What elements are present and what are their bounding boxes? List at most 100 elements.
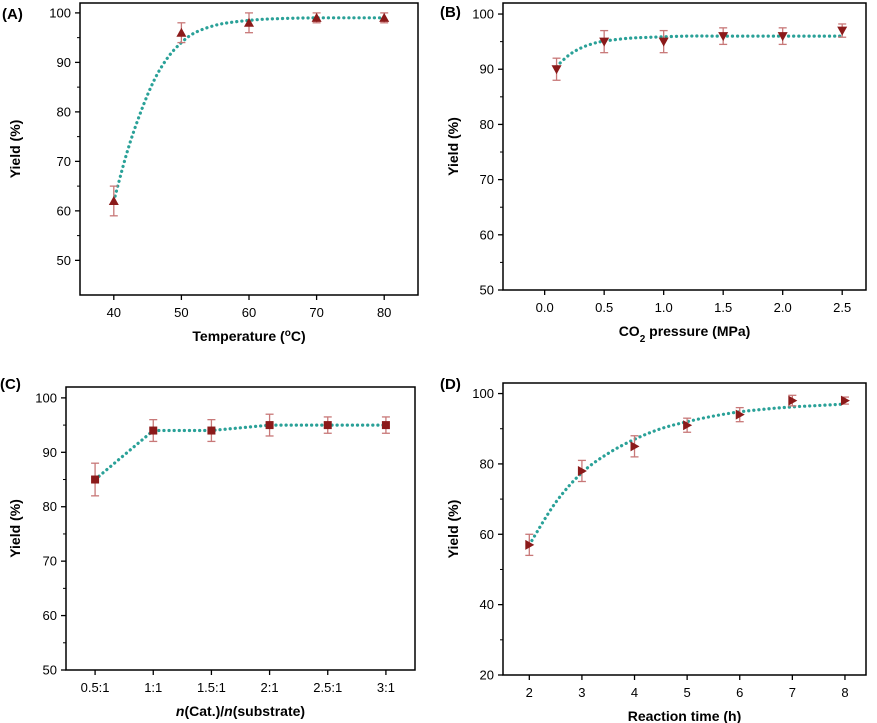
plot-frame: [79, 2, 419, 296]
x-tick-label: 0.5:1: [81, 680, 110, 695]
y-tick-label: 100: [35, 390, 57, 405]
y-tick-label: 60: [43, 608, 57, 623]
y-tick-label: 60: [57, 203, 71, 218]
x-tick-label: 1.0: [655, 300, 673, 315]
plot-frame: [502, 382, 867, 676]
x-axis-title: Reaction time (h): [628, 708, 742, 723]
x-tick-label: 6: [736, 685, 743, 700]
data-point: [108, 195, 119, 205]
x-tick-label: 70: [309, 305, 323, 320]
data-point: [207, 426, 216, 435]
fit-line: [93, 423, 388, 482]
y-tick-label: 100: [49, 5, 71, 20]
x-axis-title-part: Temperature (: [192, 328, 285, 344]
x-tick-label: 2.5:1: [313, 680, 342, 695]
y-tick-label: 80: [57, 104, 71, 119]
y-tick-label: 50: [43, 663, 57, 678]
x-tick-label: 80: [377, 305, 391, 320]
x-tick-label: 7: [789, 685, 796, 700]
data-point: [311, 12, 322, 22]
y-axis-title: Yield (%): [7, 120, 23, 179]
x-tick-label: 0.5: [595, 300, 613, 315]
x-tick-label: 60: [242, 305, 256, 320]
data-point: [683, 420, 693, 431]
data-point: [718, 32, 729, 42]
x-axis-title: CO2 pressure (MPa): [619, 323, 751, 345]
x-axis-title: n(Cat.)/n(substrate): [176, 703, 305, 719]
y-axis-title: Yield (%): [445, 117, 461, 176]
x-axis-title-part: C): [291, 328, 306, 344]
x-tick-label: 40: [107, 305, 121, 320]
x-tick-label: 5: [684, 685, 691, 700]
data-point: [176, 27, 187, 37]
x-axis-title-part: o: [285, 328, 291, 339]
y-tick-label: 70: [43, 554, 57, 569]
panel-label: (C): [0, 376, 21, 393]
y-tick-label: 20: [480, 668, 494, 683]
data-point: [149, 426, 158, 435]
data-point: [379, 12, 390, 22]
data-point: [788, 395, 798, 406]
x-tick-label: 0.0: [536, 300, 554, 315]
data-point: [323, 421, 332, 430]
y-tick-label: 80: [480, 117, 494, 132]
panel-b: (B) 0.0 0.5 1.0 1.5 2.0 2.5 50 60 70 80 90 100 Yield …: [440, 2, 867, 345]
y-tick-label: 70: [480, 172, 494, 187]
x-axis-title-part: CO: [619, 323, 640, 339]
x-axis-title-part: n: [176, 703, 185, 719]
data-point: [840, 395, 850, 406]
x-tick-label: 4: [631, 685, 638, 700]
y-tick-label: 100: [472, 386, 494, 401]
y-axis-title: Yield (%): [7, 499, 23, 558]
data-point: [658, 37, 669, 47]
x-tick-label: 3: [578, 685, 585, 700]
y-tick-label: 50: [480, 283, 494, 298]
data-point: [777, 32, 788, 42]
panel-a: (A) 40 50 60 70 80 50 60 70 80 90 100 Yield (%) Tempe…: [2, 2, 419, 345]
plot-frame: [65, 386, 416, 671]
x-axis-title-part: (Cat.)/: [184, 703, 224, 719]
x-tick-label: 1.5:1: [197, 680, 226, 695]
data-point: [91, 475, 100, 484]
y-axis-title: Yield (%): [445, 500, 461, 559]
data-point: [265, 421, 274, 430]
y-tick-label: 70: [57, 154, 71, 169]
x-tick-label: 50: [174, 305, 188, 320]
x-tick-label: 2.5: [833, 300, 851, 315]
panel-label: (B): [440, 4, 461, 21]
y-tick-label: 90: [480, 62, 494, 77]
x-tick-label: 2.0: [774, 300, 792, 315]
fit-line: [555, 34, 844, 69]
y-tick-label: 50: [57, 253, 71, 268]
panel-label: (D): [440, 376, 461, 393]
x-tick-label: 3:1: [377, 680, 395, 695]
data-point: [551, 65, 562, 75]
y-tick-label: 60: [480, 527, 494, 542]
y-tick-label: 80: [480, 456, 494, 471]
x-axis-title-part: pressure (MPa): [645, 323, 750, 339]
fit-line: [112, 16, 386, 203]
y-tick-label: 60: [480, 227, 494, 242]
y-tick-label: 80: [43, 499, 57, 514]
data-point: [837, 26, 848, 36]
y-tick-label: 90: [43, 445, 57, 460]
plot-frame: [502, 2, 867, 291]
data-point: [577, 465, 587, 476]
x-tick-label: 2:1: [261, 680, 279, 695]
data-point: [630, 441, 640, 452]
x-axis-title-part: n: [224, 703, 233, 719]
data-point: [525, 539, 535, 550]
x-tick-label: 1:1: [144, 680, 162, 695]
x-axis-title-part: Reaction time (h): [628, 708, 742, 723]
x-axis-title: Temperature (oC): [192, 328, 305, 345]
panel-d: (D) 2 3 4 5 6 7 8 20 40 60 80 100 Yield (%) Reaction t…: [440, 376, 867, 723]
data-point: [244, 17, 254, 27]
data-point: [599, 37, 610, 47]
x-tick-label: 2: [526, 685, 533, 700]
panel-label: (A): [2, 6, 23, 23]
y-tick-label: 100: [472, 7, 494, 22]
y-tick-label: 40: [480, 597, 494, 612]
data-point: [735, 409, 745, 420]
x-tick-label: 1.5: [714, 300, 732, 315]
